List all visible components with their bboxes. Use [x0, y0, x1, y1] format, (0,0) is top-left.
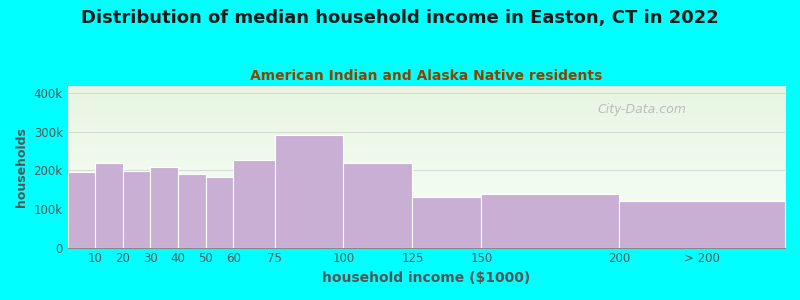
Text: Distribution of median household income in Easton, CT in 2022: Distribution of median household income … — [81, 9, 719, 27]
Bar — [619, 201, 785, 248]
Bar — [122, 171, 150, 248]
Bar — [233, 160, 274, 248]
Bar — [343, 163, 413, 248]
Bar — [178, 174, 206, 248]
Bar — [150, 167, 178, 248]
Bar — [67, 172, 95, 248]
Text: City-Data.com: City-Data.com — [597, 103, 686, 116]
Y-axis label: households: households — [15, 127, 28, 206]
X-axis label: household income ($1000): household income ($1000) — [322, 271, 530, 285]
Title: American Indian and Alaska Native residents: American Indian and Alaska Native reside… — [250, 69, 602, 83]
Bar — [206, 177, 233, 247]
Bar — [95, 163, 122, 248]
Bar — [413, 197, 482, 248]
Bar — [274, 134, 343, 248]
Bar — [482, 194, 619, 247]
